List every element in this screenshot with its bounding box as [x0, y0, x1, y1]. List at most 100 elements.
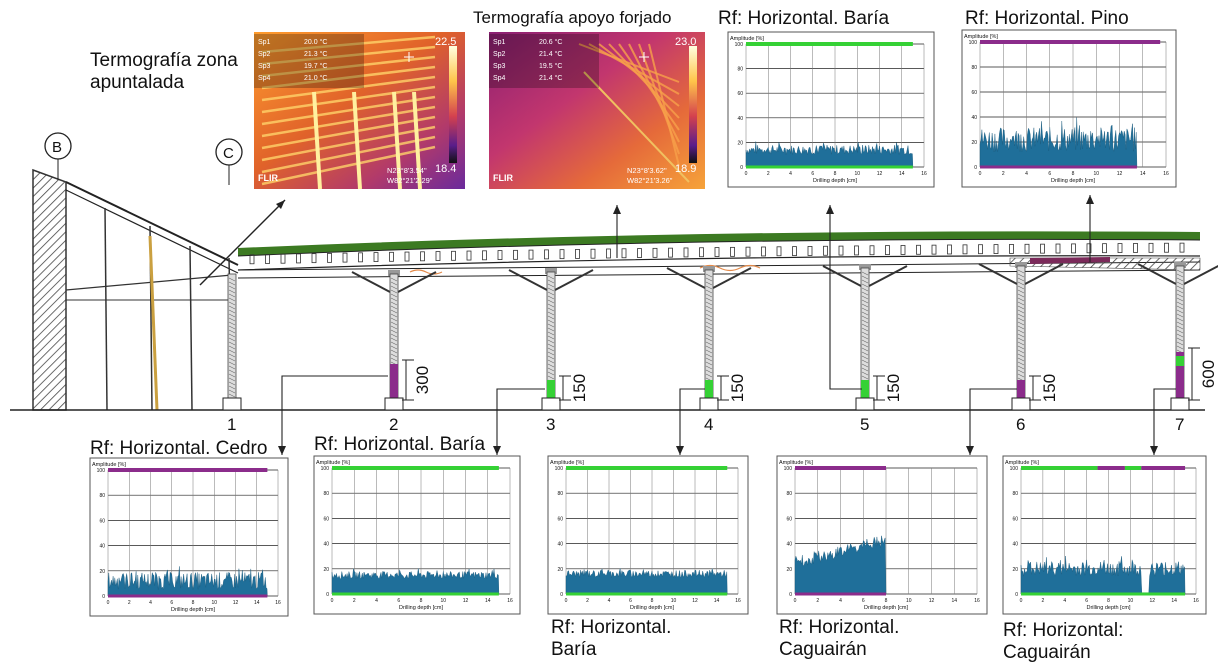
chart-xtick: 2 — [353, 598, 356, 604]
thermal-post — [312, 91, 322, 190]
column-tested-zone — [390, 364, 398, 400]
chart-xtick: 16 — [275, 600, 281, 606]
chart-xtick: 8 — [651, 598, 654, 604]
thermal-coord-w: W82°21'3.26" — [627, 176, 673, 185]
chart-xtick: 6 — [397, 598, 400, 604]
column-bracket-left — [508, 269, 548, 291]
chart-ytick: 80 — [1012, 491, 1018, 497]
column-bracket-right — [1183, 264, 1218, 285]
chart-ytick: 60 — [323, 516, 329, 522]
chart-xtick: 4 — [1025, 171, 1028, 177]
column-texture — [705, 349, 713, 354]
column-bracket-left — [666, 267, 706, 289]
joist — [978, 244, 983, 255]
column-texture — [705, 353, 713, 358]
column-texture — [1017, 329, 1025, 334]
column-tested-zone — [1017, 380, 1025, 400]
column-texture — [705, 325, 713, 330]
column-texture — [1176, 269, 1184, 274]
chart-xtick: 14 — [254, 600, 260, 606]
chart-top-bar — [795, 466, 886, 470]
column-texture — [228, 309, 236, 314]
joist — [1024, 243, 1030, 254]
chart-xtick: 14 — [1140, 171, 1146, 177]
joist — [730, 246, 735, 257]
column-texture — [1017, 369, 1025, 374]
joist — [761, 246, 766, 257]
chart-ytick: 40 — [323, 542, 329, 548]
column-texture — [1017, 365, 1025, 370]
column-texture — [705, 345, 713, 350]
dim-label: 600 — [1199, 360, 1218, 388]
joist — [1102, 243, 1107, 254]
column-texture — [547, 291, 555, 296]
chart-xtick: 4 — [149, 600, 152, 606]
hatched-wall — [32, 168, 67, 411]
chart-top-bar — [1141, 466, 1186, 470]
joist — [993, 244, 999, 254]
column-texture — [861, 283, 869, 288]
thermal-rafter — [261, 115, 436, 150]
thermal-spot-value: 20.0 °C — [304, 38, 327, 46]
chart-ytick: 0 — [789, 592, 792, 598]
column-texture — [705, 273, 713, 278]
column-texture — [547, 347, 555, 352]
joist — [745, 246, 751, 257]
column-texture — [1176, 337, 1184, 342]
joist — [1164, 242, 1169, 253]
column-texture — [1017, 281, 1025, 286]
column-texture — [705, 305, 713, 310]
joist — [714, 247, 720, 257]
chart-xtick: 10 — [440, 598, 446, 604]
chart-caption-pino: Rf: Horizontal. Pino — [965, 8, 1129, 29]
column-texture — [547, 355, 555, 360]
chart-xlabel: Drilling depth [cm] — [1086, 605, 1130, 611]
column-texture — [547, 303, 555, 308]
column-texture — [1017, 309, 1025, 314]
column-texture — [228, 313, 236, 318]
joist — [621, 248, 627, 259]
chart-xtick: 0 — [745, 171, 748, 177]
chart-profile — [565, 568, 728, 595]
thermal-rafter — [261, 135, 436, 174]
column-texture — [228, 361, 236, 366]
leader-pino-head — [1086, 195, 1094, 204]
column-texture — [1176, 281, 1184, 286]
chart-top-bar — [1021, 466, 1098, 470]
column-bracket-left — [822, 265, 862, 287]
column-texture — [228, 289, 236, 294]
column-texture — [1176, 309, 1184, 314]
dim-label: 300 — [413, 366, 432, 394]
chart-ytick: 100 — [784, 466, 793, 472]
joist — [668, 247, 673, 258]
column-texture — [705, 301, 713, 306]
chart-xtick: 0 — [565, 598, 568, 604]
joist — [265, 254, 270, 264]
column-bracket-right — [1024, 263, 1064, 285]
thermal-spot-box — [254, 34, 364, 88]
column-texture — [861, 343, 869, 348]
column-tested-zone — [705, 380, 713, 400]
thermal-rafter — [261, 145, 436, 186]
chart-6: Amplitude [%] 0 20 40 60 80 100 0 2 4 6 8 10 12 14 16 Dr… — [1002, 455, 1207, 615]
chart-ylabel: Amplitude [%] — [1005, 460, 1039, 466]
column-texture — [1176, 285, 1184, 290]
column-texture — [547, 371, 555, 376]
deck-top-edge — [237, 238, 1201, 257]
column-texture — [547, 311, 555, 316]
chart-ytick: 60 — [786, 516, 792, 522]
chart-4: Amplitude [%] 0 20 40 60 80 100 0 2 4 6 8 10 12 14 16 Dr… — [547, 455, 749, 615]
chart-ytick: 80 — [971, 65, 977, 71]
chart-xtick: 4 — [375, 598, 378, 604]
column-texture — [861, 363, 869, 368]
thermal-scale-min: 18.9 — [675, 163, 696, 175]
column-texture — [228, 393, 236, 398]
column-texture — [390, 329, 398, 334]
chart-caption-bar-2: Rf: Horizontal. Baría — [314, 434, 486, 455]
chart-xtick: 12 — [877, 171, 883, 177]
chart-xtick: 0 — [794, 598, 797, 604]
column-texture — [228, 357, 236, 362]
column-texture — [861, 311, 869, 316]
chart-baseline — [746, 165, 913, 169]
